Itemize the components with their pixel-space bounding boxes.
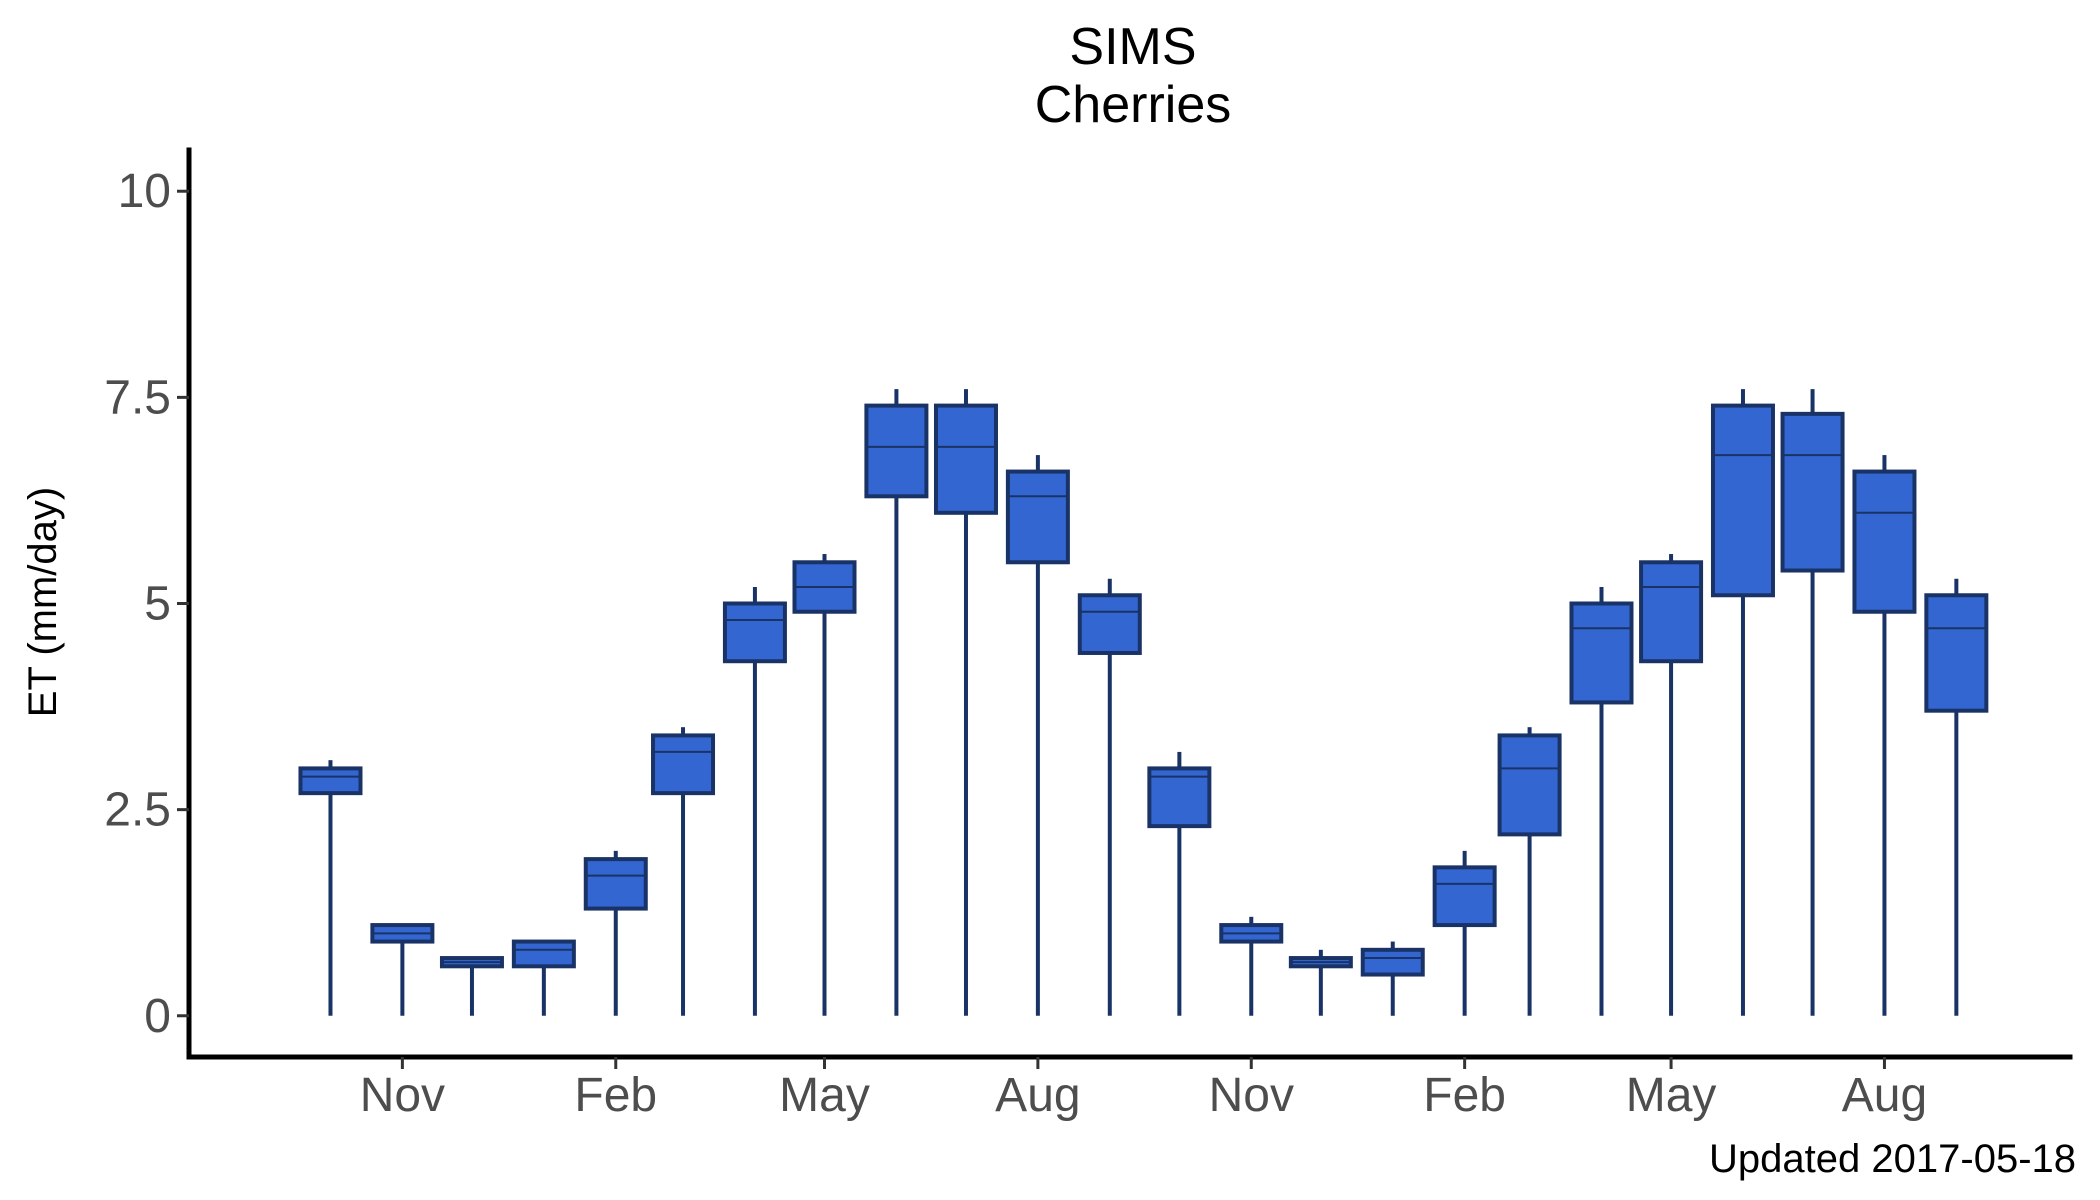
x-tick-label: Aug	[995, 1069, 1080, 1122]
box-2017-08-01	[1852, 455, 1917, 1016]
box-2016-03-01	[651, 727, 716, 1016]
x-tick-label: Nov	[1209, 1069, 1294, 1122]
x-tick-label: Aug	[1842, 1069, 1927, 1122]
boxes-layer	[298, 389, 1989, 1016]
iqr-box	[1924, 593, 1989, 713]
box-2017-02-01	[1432, 850, 1497, 1016]
y-tick-label: 10	[118, 165, 171, 218]
axes-layer: 0 2.5 5 7.5 10 Nov Feb May Aug Nov Feb May Aug	[104, 147, 2073, 1122]
box-2017-04-01	[1569, 587, 1634, 1016]
iqr-box	[1780, 411, 1845, 573]
box-2016-04-01	[722, 587, 787, 1016]
y-tick-label: 7.5	[104, 371, 171, 424]
box-2015-12-01	[439, 956, 504, 1016]
iqr-box	[1077, 593, 1142, 655]
iqr-box	[651, 733, 716, 796]
y-tick-label: 2.5	[104, 784, 171, 837]
iqr-box	[511, 939, 576, 969]
box-2016-10-01	[1147, 751, 1212, 1016]
x-tick-label: Feb	[574, 1069, 657, 1122]
x-tick-label: May	[1626, 1069, 1717, 1122]
iqr-box	[583, 857, 648, 911]
box-2016-05-01	[792, 554, 857, 1016]
iqr-box	[1005, 469, 1070, 565]
iqr-box	[1639, 560, 1704, 664]
box-2016-09-01	[1077, 578, 1142, 1016]
box-2017-09-01	[1924, 578, 1989, 1016]
iqr-box	[1147, 766, 1212, 829]
box-2016-01-01	[511, 939, 576, 1016]
iqr-box	[1710, 403, 1775, 598]
box-2017-06-01	[1710, 389, 1775, 1016]
box-2015-11-01	[370, 923, 435, 1016]
chart-subtitle: Cherries	[1035, 76, 1232, 134]
chart-title: SIMS	[1069, 18, 1196, 76]
y-tick-label: 5	[144, 578, 171, 631]
iqr-box	[864, 403, 929, 499]
box-2016-11-01	[1219, 916, 1284, 1016]
box-2017-01-01	[1360, 941, 1425, 1016]
iqr-box	[1569, 601, 1634, 705]
box-2016-02-01	[583, 850, 648, 1016]
box-2017-07-01	[1780, 389, 1845, 1016]
box-2015-10-01	[298, 760, 363, 1016]
iqr-box	[1852, 469, 1917, 614]
iqr-box	[298, 766, 363, 796]
box-2016-08-01	[1005, 455, 1070, 1016]
y-axis-title: ET (mm/day)	[21, 487, 65, 717]
iqr-box	[933, 403, 998, 515]
box-2017-03-01	[1497, 727, 1562, 1016]
iqr-box	[1432, 865, 1497, 928]
box-2016-12-01	[1288, 949, 1353, 1016]
box-2016-07-01	[933, 389, 998, 1016]
box-2016-06-01	[864, 389, 929, 1016]
box-2017-05-01	[1639, 554, 1704, 1016]
iqr-box	[722, 601, 787, 664]
iqr-box	[1360, 947, 1425, 977]
x-tick-label: Feb	[1423, 1069, 1506, 1122]
x-tick-label: Nov	[360, 1069, 445, 1122]
iqr-box	[1497, 733, 1562, 837]
updated-caption: Updated 2017-05-18	[1709, 1137, 2076, 1181]
y-tick-label: 0	[144, 990, 171, 1043]
x-tick-label: May	[779, 1069, 870, 1122]
